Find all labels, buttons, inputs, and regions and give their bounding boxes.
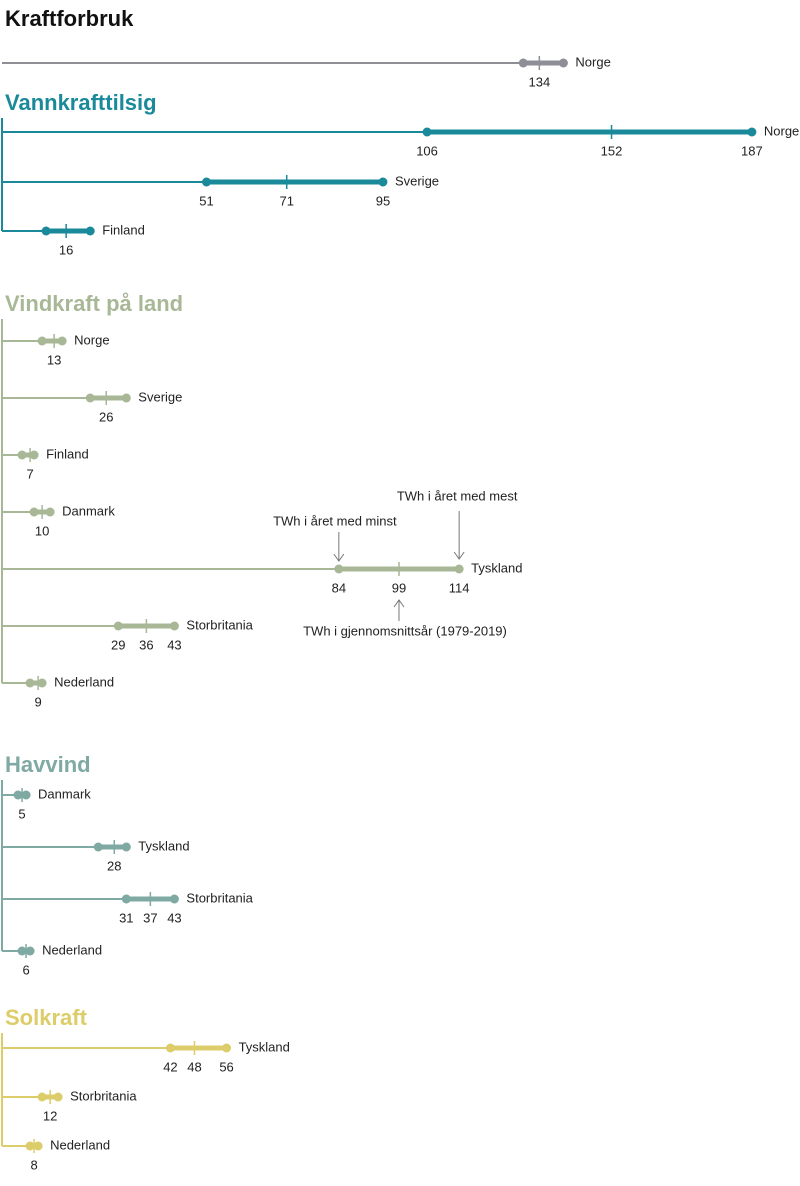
annotation: TWh i gjennomsnittsår (1979-2019) [303, 623, 507, 638]
value-label: 10 [35, 523, 49, 538]
value-label: 152 [601, 143, 623, 158]
value-label: 37 [143, 910, 157, 925]
row-label: Tyskland [138, 838, 189, 853]
value-label: 16 [59, 242, 73, 257]
row-label: Tyskland [239, 1039, 290, 1054]
arrow-head [333, 553, 345, 562]
value-label: 31 [119, 910, 133, 925]
row-label: Sverige [395, 173, 439, 188]
max-dot [37, 678, 47, 688]
value-label: 6 [22, 962, 29, 977]
value-label: 29 [111, 637, 125, 652]
max-dot [558, 58, 568, 68]
max-dot [169, 621, 179, 631]
annotation: TWh i året med mest [397, 488, 518, 503]
max-dot [222, 1043, 232, 1053]
row-label: Norge [764, 123, 799, 138]
value-label: 8 [30, 1157, 37, 1172]
value-label: 9 [34, 694, 41, 709]
value-label: 5 [18, 806, 25, 821]
value-label: 43 [167, 910, 181, 925]
row-label: Finland [46, 446, 89, 461]
value-label: 114 [449, 580, 470, 595]
row-label: Nederland [54, 674, 114, 689]
max-dot [169, 894, 179, 904]
min-dot [25, 1141, 35, 1151]
row-label: Storbritania [186, 890, 253, 905]
max-dot [45, 507, 55, 517]
max-dot [121, 842, 131, 852]
min-dot [202, 177, 212, 187]
min-dot [37, 336, 47, 346]
row-label: Finland [102, 222, 145, 237]
row-label: Norge [575, 54, 610, 69]
min-dot [113, 621, 123, 631]
value-label: 26 [99, 409, 113, 424]
row-label: Storbritania [70, 1088, 137, 1103]
max-dot [25, 946, 35, 956]
min-dot [41, 226, 51, 236]
annotation: TWh i året med minst [273, 513, 397, 528]
max-dot [33, 1141, 43, 1151]
section-title: Solkraft [5, 1005, 88, 1030]
value-label: 48 [187, 1059, 201, 1074]
row-label: Nederland [42, 942, 102, 957]
max-dot [378, 177, 388, 187]
section-title: Vindkraft på land [5, 291, 183, 316]
value-label: 95 [376, 193, 390, 208]
min-dot [93, 842, 103, 852]
min-dot [29, 507, 39, 517]
value-label: 43 [167, 637, 181, 652]
min-dot [13, 790, 23, 800]
value-label: 56 [219, 1059, 233, 1074]
max-dot [121, 393, 131, 403]
min-dot [334, 564, 344, 574]
section-title: Havvind [5, 752, 91, 777]
min-dot [85, 393, 95, 403]
row-label: Storbritania [186, 617, 253, 632]
min-dot [422, 127, 432, 137]
min-dot [17, 450, 27, 460]
min-dot [37, 1092, 47, 1102]
max-dot [21, 790, 31, 800]
max-dot [85, 226, 95, 236]
value-label: 7 [26, 466, 33, 481]
arrow-head [453, 551, 465, 560]
max-dot [747, 127, 757, 137]
value-label: 84 [332, 580, 346, 595]
arrow-head [393, 599, 405, 608]
value-label: 36 [139, 637, 153, 652]
value-label: 99 [392, 580, 406, 595]
row-label: Nederland [50, 1137, 110, 1152]
row-label: Norge [74, 332, 109, 347]
max-dot [454, 564, 464, 574]
max-dot [29, 450, 39, 460]
value-label: 134 [528, 74, 550, 89]
section-title: Vannkrafttilsig [5, 90, 157, 115]
min-dot [165, 1043, 175, 1053]
max-dot [53, 1092, 63, 1102]
min-dot [518, 58, 528, 68]
min-dot [25, 678, 35, 688]
row-label: Sverige [138, 389, 182, 404]
value-label: 42 [163, 1059, 177, 1074]
value-label: 51 [199, 193, 213, 208]
value-label: 13 [47, 352, 61, 367]
min-dot [17, 946, 27, 956]
row-label: Tyskland [471, 560, 522, 575]
row-label: Danmark [38, 786, 91, 801]
value-label: 12 [43, 1108, 57, 1123]
value-label: 71 [279, 193, 293, 208]
min-dot [121, 894, 131, 904]
max-dot [57, 336, 67, 346]
value-label: 28 [107, 858, 121, 873]
value-label: 106 [416, 143, 438, 158]
section-title: Kraftforbruk [5, 6, 134, 31]
row-label: Danmark [62, 503, 115, 518]
value-label: 187 [741, 143, 763, 158]
